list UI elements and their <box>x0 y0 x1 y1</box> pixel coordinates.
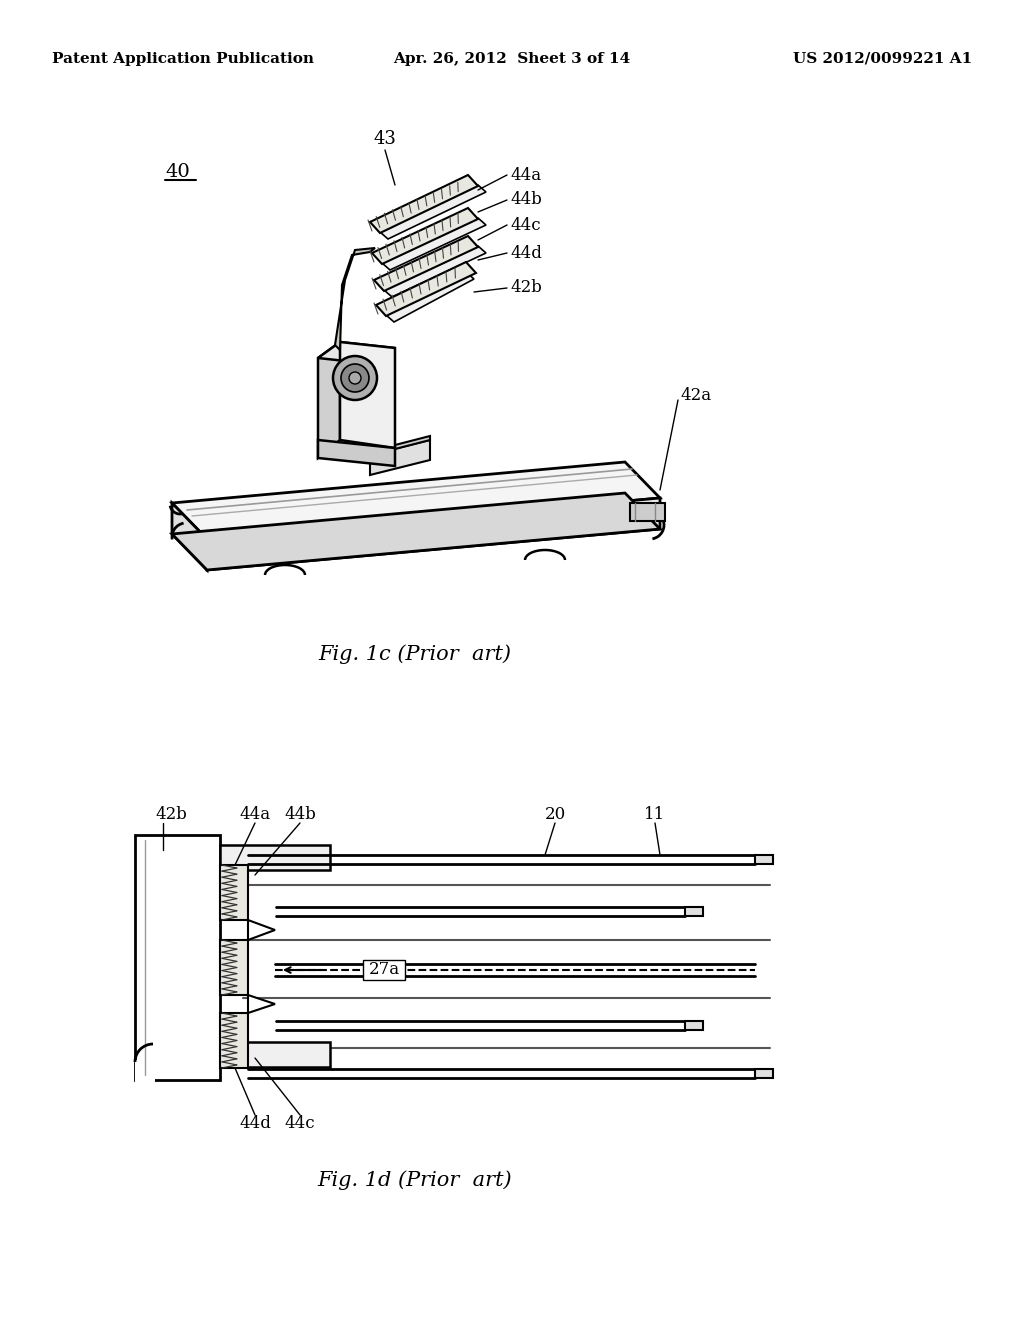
Text: 44d: 44d <box>510 244 542 261</box>
Bar <box>755 855 773 865</box>
Text: Fig. 1c (Prior  art): Fig. 1c (Prior art) <box>318 644 512 664</box>
Bar <box>685 907 703 916</box>
Bar <box>135 1060 155 1082</box>
Bar <box>220 940 248 995</box>
Polygon shape <box>370 440 430 475</box>
Text: Apr. 26, 2012  Sheet 3 of 14: Apr. 26, 2012 Sheet 3 of 14 <box>393 51 631 66</box>
Polygon shape <box>395 436 430 449</box>
Bar <box>220 1012 248 1068</box>
Bar <box>685 1020 703 1030</box>
Text: 42b: 42b <box>510 280 542 297</box>
Circle shape <box>341 364 369 392</box>
Polygon shape <box>376 261 476 315</box>
Bar <box>135 836 220 1080</box>
Polygon shape <box>172 462 660 539</box>
Text: 20: 20 <box>545 807 565 822</box>
Text: 44d: 44d <box>239 1115 271 1133</box>
Polygon shape <box>172 492 660 570</box>
Circle shape <box>333 356 377 400</box>
Bar <box>220 865 248 920</box>
Text: 44a: 44a <box>510 166 541 183</box>
Polygon shape <box>318 440 395 466</box>
Text: 42b: 42b <box>155 807 186 822</box>
Text: Patent Application Publication: Patent Application Publication <box>52 51 314 66</box>
Text: US 2012/0099221 A1: US 2012/0099221 A1 <box>793 51 972 66</box>
Text: 44b: 44b <box>284 807 316 822</box>
Bar <box>220 1041 330 1067</box>
Polygon shape <box>318 342 395 364</box>
Bar <box>630 503 665 521</box>
Polygon shape <box>318 342 340 458</box>
Polygon shape <box>340 342 395 447</box>
Polygon shape <box>382 218 486 271</box>
Polygon shape <box>172 503 207 570</box>
Polygon shape <box>248 920 275 940</box>
Circle shape <box>349 372 361 384</box>
Polygon shape <box>384 246 486 297</box>
Text: 40: 40 <box>165 162 189 181</box>
Text: 44c: 44c <box>510 216 541 234</box>
Text: 11: 11 <box>644 807 666 822</box>
Polygon shape <box>207 498 660 570</box>
Text: 43: 43 <box>374 129 396 148</box>
Polygon shape <box>372 209 478 264</box>
Bar <box>220 845 330 870</box>
Polygon shape <box>386 272 474 322</box>
Text: Fig. 1d (Prior  art): Fig. 1d (Prior art) <box>317 1170 512 1189</box>
Text: 27a: 27a <box>369 961 399 978</box>
Text: 42a: 42a <box>680 387 711 404</box>
Bar <box>362 960 406 979</box>
Text: 44a: 44a <box>240 807 270 822</box>
Polygon shape <box>380 185 486 239</box>
Polygon shape <box>248 995 275 1012</box>
Text: 44c: 44c <box>285 1115 315 1133</box>
Polygon shape <box>374 236 478 290</box>
Polygon shape <box>335 248 375 350</box>
Text: 44b: 44b <box>510 191 542 209</box>
Bar <box>755 1069 773 1078</box>
Polygon shape <box>370 176 478 234</box>
